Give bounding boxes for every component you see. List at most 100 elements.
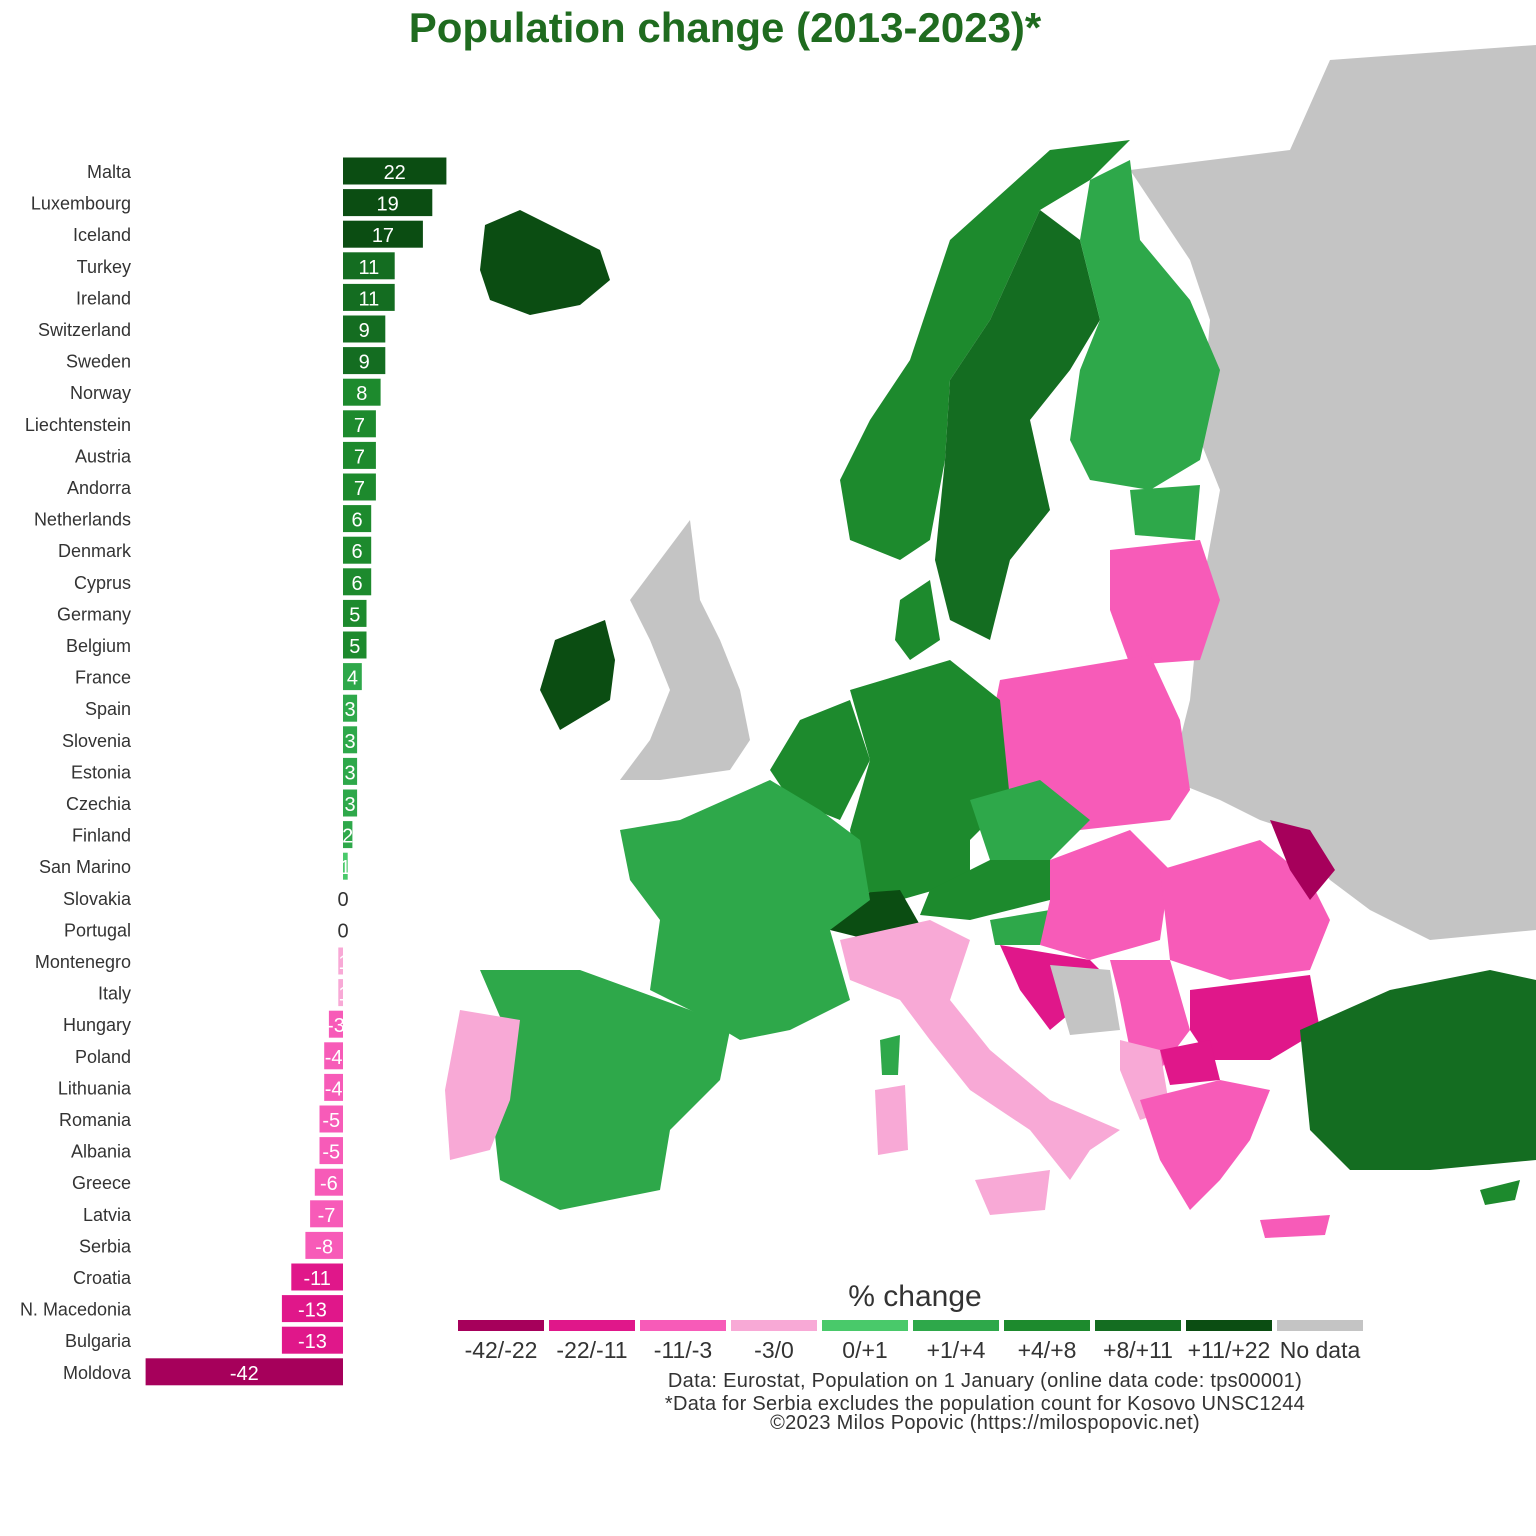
value-label: 6 [352,510,363,532]
bar [305,1231,343,1259]
category-label: Moldova [63,1363,132,1383]
category-label: Albania [71,1142,132,1162]
legend-title: % change [848,1280,982,1313]
value-label: -1 [332,952,350,974]
category-label: Belgium [66,636,131,656]
bar [343,473,376,501]
bar [343,536,372,564]
category-label: Iceland [73,225,131,245]
category-label: Turkey [77,257,131,277]
value-label: 9 [359,320,370,342]
value-label: -11 [303,1268,330,1290]
bar [343,631,367,659]
legend-swatch [913,1320,999,1331]
category-label: Montenegro [35,952,131,972]
map-region-crete [1260,1215,1330,1238]
category-label: Poland [75,1047,131,1067]
bar [343,599,367,627]
category-label: Ireland [76,288,131,308]
value-label: 2 [342,826,353,848]
map-region-ireland [540,620,615,730]
bar [343,157,447,185]
category-label: Liechtenstein [25,415,131,435]
category-label: Netherlands [34,510,131,530]
bar [343,410,376,438]
map-region-estonia [1130,485,1200,540]
copyright: ©2023 Milos Popovic (https://milospopovi… [770,1412,1200,1434]
category-label: Slovenia [62,731,132,751]
category-label: Sweden [66,352,131,372]
value-label: -8 [315,1236,333,1258]
value-label: 3 [344,699,355,721]
map-region-italy [840,920,1120,1180]
value-label: 7 [354,446,365,468]
value-label: 3 [344,731,355,753]
legend-label: -22/-11 [556,1337,627,1363]
legend-swatch [1186,1320,1272,1331]
value-label: 3 [344,762,355,784]
bar [343,757,358,785]
bar [343,283,395,311]
value-label: 4 [347,668,358,690]
category-label: Greece [72,1173,131,1193]
legend-swatch [458,1320,544,1331]
value-label: 7 [354,478,365,500]
legend-label: +8/+11 [1103,1337,1173,1363]
value-label: -6 [320,1173,338,1195]
bar [343,315,386,343]
category-label: Hungary [63,1015,131,1035]
bar [319,1137,343,1165]
legend-swatch [1277,1320,1363,1331]
category-label: Czechia [66,794,132,814]
value-label: 6 [352,541,363,563]
category-label: Italy [98,984,131,1004]
category-label: Denmark [58,541,132,561]
map-region-austria [920,860,1060,920]
bar [343,505,372,533]
map-region-bulgaria [1190,975,1320,1060]
value-label: 1 [340,857,351,879]
bar [328,1010,343,1038]
map-region-denmark [895,580,940,660]
map-region-no-data [1130,45,1536,940]
map-region-bosnia [1050,965,1120,1035]
chart-title: Population change (2013-2023)* [408,4,1042,51]
bar [343,821,353,849]
bar [343,220,423,248]
category-label: Estonia [71,762,132,782]
category-label: Malta [87,162,132,182]
bar [310,1200,343,1228]
map-region-czechia [970,780,1090,860]
category-label: Serbia [79,1236,132,1256]
source-note: Data: Eurostat, Population on 1 January … [667,1370,1303,1392]
category-label: Portugal [64,920,131,940]
value-label: -13 [298,1300,327,1322]
value-label: 22 [384,162,406,184]
value-label: -13 [298,1331,327,1353]
legend-swatch [822,1320,908,1331]
bar [343,441,376,469]
map-region-sardinia [875,1085,908,1155]
bar [343,252,395,280]
map-region-moldova [1270,820,1335,900]
bar [343,789,358,817]
legend-label: +11/+22 [1188,1337,1271,1363]
value-label: 5 [349,604,360,626]
category-label: Bulgaria [65,1331,132,1351]
bar [338,979,343,1007]
map-region-finland [1070,160,1220,490]
value-label: 5 [349,636,360,658]
map-region-sicily [975,1170,1050,1215]
value-label: 11 [358,288,379,310]
value-label: -42 [230,1363,259,1385]
bar [291,1263,343,1291]
legend-label: -3/0 [754,1337,794,1363]
category-label: Slovakia [63,889,132,909]
value-label: -4 [325,1047,343,1069]
value-label: 0 [337,889,348,911]
legend-label: -11/-3 [654,1337,712,1363]
legend-swatch [1095,1320,1181,1331]
map-region-cyprus [1480,1180,1520,1205]
map-region-croatia [1000,945,1110,1030]
